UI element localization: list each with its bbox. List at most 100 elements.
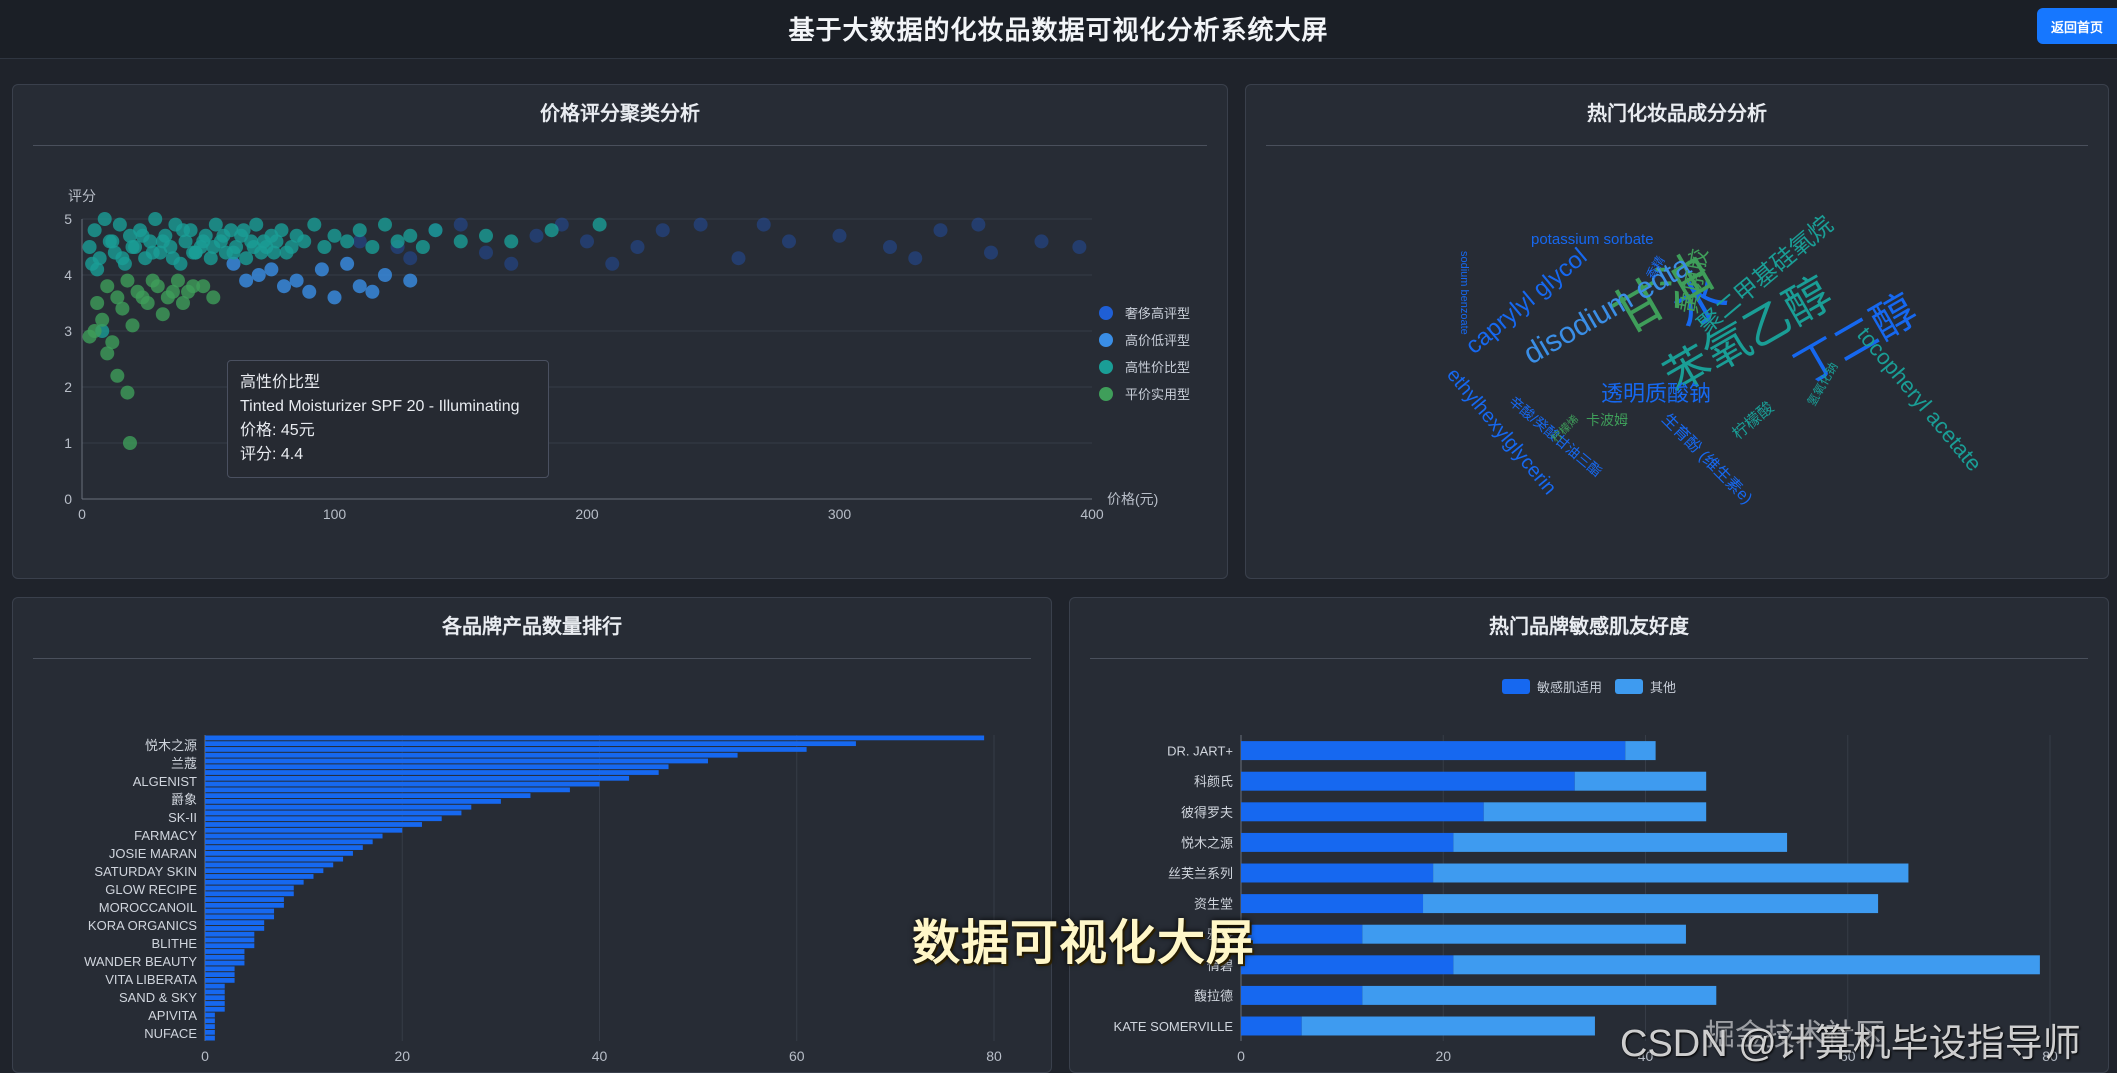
scatter-point [178, 234, 193, 249]
brand-bar [205, 850, 353, 856]
brand-count-panel: 各品牌产品数量排行 0 20 40 60 80 悦木之源 兰蔻 ALGENIST 爵象 SK-II… [12, 597, 1052, 1073]
scatter-y-tick: 5 [64, 211, 72, 227]
sens-bar [1453, 832, 1788, 852]
scatter-point [125, 318, 140, 333]
scatter-point [122, 436, 137, 450]
scatter-point [390, 234, 405, 249]
brand-bar [205, 949, 245, 954]
scatter-point [605, 256, 620, 271]
brand-label: 兰蔻 [171, 756, 197, 771]
scatter-point [529, 228, 544, 243]
scatter-point [908, 251, 923, 266]
brand-label: KORA ORGANICS [88, 918, 197, 933]
scatter-point [403, 228, 418, 243]
scatter-point [145, 273, 160, 288]
scatter-point [314, 262, 329, 277]
sens-label: 雅诗 [1207, 927, 1233, 942]
sens-label: 科颜氏 [1194, 774, 1233, 789]
scatter-point [176, 223, 190, 238]
brand-bar [205, 810, 462, 816]
brand-bar [205, 937, 255, 943]
brand-bar [205, 902, 284, 908]
scatter-point [428, 223, 443, 238]
sens-label: 悦木之源 [1181, 835, 1233, 850]
sens-bar [1362, 924, 1686, 944]
scatter-point [82, 329, 97, 344]
scatter-point [155, 307, 170, 322]
scatter-point [289, 273, 304, 288]
scatter-point [208, 217, 223, 232]
tooltip-cluster: 高性价比型 [240, 374, 321, 391]
brand-bar [205, 931, 255, 937]
sens-label: 丝芙兰系列 [1168, 866, 1233, 881]
scatter-point [297, 234, 312, 249]
brand-bar [205, 799, 501, 804]
scatter-point [307, 217, 322, 232]
brand-bar [205, 839, 373, 845]
wordcloud-word: 透明质酸钠 [1601, 381, 1711, 406]
brand-bar [205, 914, 275, 920]
scatter-point [87, 223, 102, 238]
scatter-point [110, 368, 125, 383]
scatter-point [504, 234, 519, 249]
scatter-x-tick: 300 [828, 506, 852, 522]
sens-legend-label: 敏感肌适用 [1537, 680, 1602, 695]
home-button[interactable]: 返回首页 [2037, 8, 2117, 44]
brand-bar [205, 920, 265, 926]
sens-label: 倩碧 [1207, 958, 1233, 973]
brand-bar [205, 897, 284, 902]
brand-bar [205, 954, 245, 960]
brand-label: JOSIE MARAN [109, 846, 197, 861]
brand-bar [205, 752, 738, 758]
scatter-point [693, 217, 708, 232]
sens-label: DR. JART+ [1167, 744, 1233, 759]
sensitive-chart[interactable]: 0 20 40 60 80 敏感肌适用 其他 DR. JART+ 科颜氏彼得罗夫悦木之源丝芙兰系… [1070, 598, 2108, 1072]
brand-bar [205, 995, 225, 1001]
brand-x-tick: 20 [394, 1048, 410, 1064]
top-header: 基于大数据的化妆品数据可视化分析系统大屏 返回首页 [0, 0, 2117, 59]
scatter-x-label: 价格(元) [1107, 491, 1158, 507]
scatter-point [165, 251, 180, 266]
brand-label: NUFACE [144, 1026, 197, 1041]
sens-label: KATE SOMERVILLE [1114, 1019, 1234, 1034]
scatter-point [365, 284, 380, 299]
scatter-point [249, 217, 264, 232]
scatter-panel-title: 价格评分聚类分析 [33, 103, 1207, 146]
scatter-point [110, 290, 125, 305]
scatter-point [630, 240, 645, 254]
scatter-y-tick: 1 [64, 435, 72, 451]
sens-x-tick: 40 [1638, 1048, 1654, 1064]
scatter-point [544, 223, 559, 238]
scatter-y-tick: 4 [64, 267, 72, 283]
scatter-point [327, 290, 342, 305]
csdn-watermark: CSDN @计算机毕设指导师 [1620, 1023, 2081, 1065]
brand-bar [205, 787, 570, 793]
sens-x-tick: 80 [2042, 1048, 2058, 1064]
scatter-point [97, 212, 112, 226]
brand-bar [205, 868, 324, 874]
brand-label: SK-II [168, 810, 197, 825]
brand-bar [205, 775, 630, 781]
scatter-point [125, 240, 140, 254]
scatter-x-tick: 100 [323, 506, 347, 522]
scatter-point [90, 296, 105, 310]
scatter-point [340, 234, 355, 249]
sens-bar [1423, 894, 1879, 914]
brand-bar [205, 741, 856, 747]
sens-x-tick: 0 [1237, 1048, 1245, 1064]
sens-bar [1241, 924, 1363, 944]
scatter-point [453, 234, 468, 249]
legend-label: 奢侈高评型 [1125, 306, 1190, 321]
brand-label: MOROCCANOIL [99, 900, 197, 915]
wordcloud-panel-title: 热门化妆品成分分析 [1266, 103, 2088, 146]
scatter-point [479, 228, 493, 243]
sens-legend-swatch [1502, 679, 1530, 694]
scatter-point [135, 290, 150, 305]
scatter-point [580, 234, 594, 249]
scatter-point [933, 223, 948, 238]
brand-bar [205, 856, 344, 862]
scatter-point [365, 240, 380, 254]
